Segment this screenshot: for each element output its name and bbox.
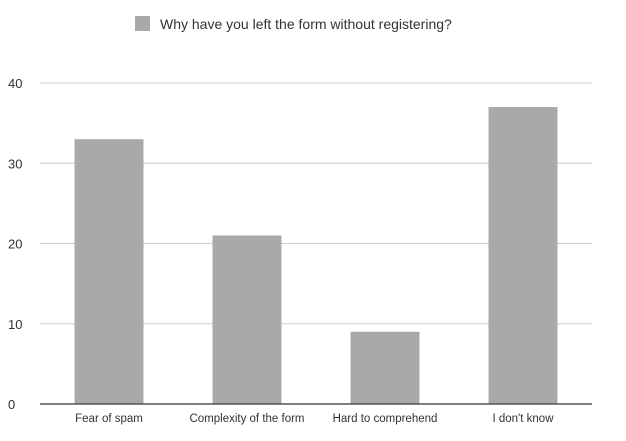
y-tick-label: 40: [8, 76, 22, 91]
legend: Why have you left the form without regis…: [135, 16, 452, 32]
legend-swatch: [135, 16, 150, 31]
x-tick-label: Hard to comprehend: [333, 413, 438, 425]
y-tick-label: 0: [8, 397, 15, 412]
bar: [74, 139, 144, 405]
bars: [74, 107, 558, 405]
bar: [350, 331, 420, 404]
x-tick-label: Complexity of the form: [189, 413, 304, 425]
y-axis-ticks: 0 10 20 30 40: [8, 76, 22, 412]
x-tick-label: I don't know: [492, 413, 554, 425]
y-tick-label: 10: [8, 317, 22, 332]
bar: [488, 107, 558, 404]
y-tick-label: 30: [8, 156, 22, 171]
y-tick-label: 20: [8, 237, 22, 252]
bar: [212, 235, 282, 404]
x-tick-label: Fear of spam: [75, 413, 143, 425]
legend-label: Why have you left the form without regis…: [160, 16, 452, 32]
x-axis-labels: Fear of spam Complexity of the form Hard t…: [75, 413, 554, 425]
